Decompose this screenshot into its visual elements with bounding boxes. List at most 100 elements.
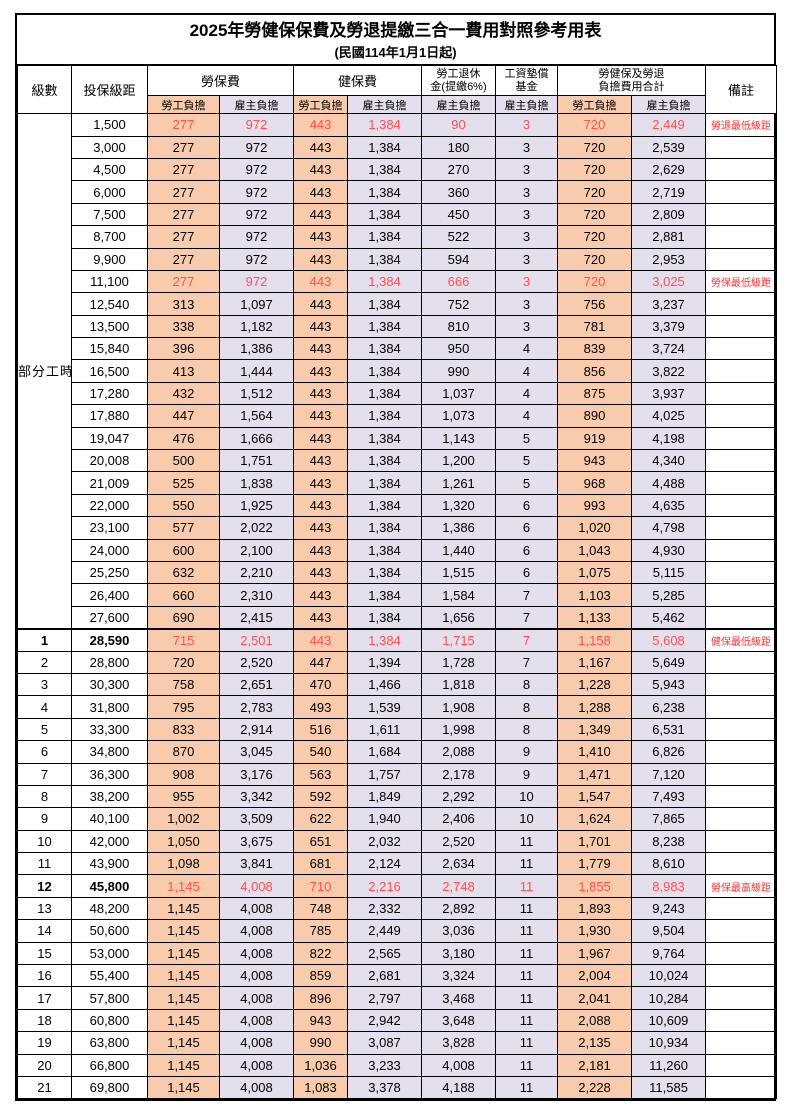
labor-insurance-employee-cell: 277 (147, 202, 220, 227)
pension-employer-cell: 752 (421, 292, 497, 316)
table-row: 19 63,800 1,145 4,008 990 3,087 3,828 11 2,135 10… (17, 1031, 778, 1055)
total-employer-cell: 7,493 (631, 784, 707, 809)
wage-fund-employer-cell: 9 (495, 740, 559, 764)
table-row: 4,500 277 972 443 1,384 270 3 720 2,629 (18, 157, 778, 182)
labor-insurance-employer-cell: 4,008 (218, 1008, 295, 1033)
labor-insurance-employee-cell: 660 (147, 583, 220, 607)
total-employee-cell: 1,855 (557, 874, 633, 898)
bracket-cell: 43,900 (71, 852, 148, 876)
table-row: 11 43,900 1,098 3,841 681 2,124 2,634 11 1,779 8,… (17, 852, 778, 876)
remark-cell (705, 784, 778, 809)
remark-cell (705, 493, 778, 518)
total-employer-cell: 6,826 (631, 740, 707, 764)
total-employer-cell: 4,198 (631, 426, 707, 451)
labor-insurance-employee-cell: 600 (147, 538, 220, 563)
total-employer-cell: 2,719 (631, 180, 707, 204)
remark-cell (705, 1031, 778, 1055)
pension-employer-cell: 1,261 (421, 471, 497, 495)
health-insurance-employer-cell: 1,539 (347, 695, 423, 719)
pension-employer-cell: 180 (421, 135, 497, 159)
table-row: 3 30,300 758 2,651 470 1,466 1,818 8 1,228 5,943 (17, 672, 778, 697)
labor-insurance-employee-cell: 413 (147, 359, 220, 383)
remark-cell (705, 807, 778, 831)
health-insurance-employer-cell: 1,384 (347, 516, 423, 540)
total-employer-cell: 5,462 (631, 605, 707, 630)
labor-insurance-employer-cell: 1,838 (218, 471, 295, 495)
level-cell: 16 (17, 964, 72, 988)
health-insurance-employee-cell: 443 (293, 516, 349, 540)
wage-fund-employer-cell: 3 (495, 180, 559, 204)
wage-fund-employer-cell: 11 (495, 874, 559, 898)
wage-fund-employer-cell: 8 (495, 695, 559, 719)
bracket-cell: 16,500 (71, 359, 148, 383)
bracket-cell: 66,800 (71, 1053, 148, 1077)
pension-header-line2: 金(提繳6%) (430, 80, 487, 93)
health-insurance-employer-cell: 1,384 (347, 269, 423, 294)
health-insurance-employer-cell: 1,384 (347, 113, 423, 137)
pension-employer-cell: 950 (421, 337, 497, 361)
labor-insurance-employee-cell: 690 (147, 605, 220, 630)
pension-employer-cell: 1,440 (421, 538, 497, 563)
title-block: 2025年勞健保保費及勞退提繳三合一費用對照參考用表 (民國114年1月1日起) (17, 15, 774, 66)
table-row: 5 33,300 833 2,914 516 1,611 1,998 8 1,349 6,531 (17, 717, 778, 742)
total-employee-cell: 1,410 (557, 740, 633, 764)
bracket-cell: 36,300 (71, 762, 148, 786)
total-employee-cell: 993 (557, 493, 633, 518)
pension-employer-cell: 1,656 (421, 605, 497, 630)
total-employee-cell: 720 (557, 247, 633, 271)
col-header-bracket: 投保級距 (71, 65, 148, 115)
total-employer-cell: 3,237 (631, 292, 707, 316)
pension-employer-cell: 2,748 (421, 874, 497, 898)
labor-insurance-employer-cell: 1,444 (218, 359, 295, 383)
remark-cell (705, 672, 778, 697)
labor-insurance-employer-cell: 972 (218, 269, 295, 294)
health-insurance-employer-cell: 2,565 (347, 941, 423, 966)
health-insurance-employer-cell: 1,384 (347, 359, 423, 383)
remark-cell (705, 919, 778, 943)
pension-employer-cell: 990 (421, 359, 497, 383)
bracket-cell: 4,500 (71, 157, 148, 182)
labor-insurance-employee-cell: 1,145 (147, 1031, 220, 1055)
wage-fund-employer-cell: 7 (495, 650, 559, 674)
total-employee-cell: 2,004 (557, 964, 633, 988)
pension-employer-cell: 2,406 (421, 807, 497, 831)
remark-cell (705, 449, 778, 473)
wage-fund-employer-cell: 4 (495, 337, 559, 361)
table-row: 3,000 277 972 443 1,384 180 3 720 2,539 (18, 135, 778, 159)
remark-cell (705, 941, 778, 966)
total-employee-cell: 2,181 (557, 1053, 633, 1077)
bracket-cell: 57,800 (71, 986, 148, 1010)
pension-employer-cell: 1,908 (421, 695, 497, 719)
labor-insurance-employer-cell: 2,415 (218, 605, 295, 630)
labor-insurance-employer-cell: 2,100 (218, 538, 295, 563)
health-insurance-employer-cell: 2,332 (347, 896, 423, 921)
wage-fund-header-line2: 基金 (515, 80, 538, 93)
table-row: 20,008 500 1,751 443 1,384 1,200 5 943 4,340 (18, 449, 778, 473)
labor-insurance-employer-cell: 972 (218, 202, 295, 227)
bracket-cell: 40,100 (71, 807, 148, 831)
health-insurance-employer-cell: 1,384 (347, 135, 423, 159)
wage-fund-employer-cell: 4 (495, 381, 559, 406)
table-row: 24,000 600 2,100 443 1,384 1,440 6 1,043 4,930 (18, 538, 778, 563)
total-employee-cell: 720 (557, 180, 633, 204)
total-employee-cell: 720 (557, 157, 633, 182)
wage-fund-employer-cell: 11 (495, 1031, 559, 1055)
remark-cell (705, 852, 778, 876)
bracket-cell: 11,100 (71, 269, 148, 294)
col-header-level: 級數 (17, 65, 72, 115)
table-row: 7 36,300 908 3,176 563 1,757 2,178 9 1,471 7,120 (17, 762, 778, 786)
subheader-total-employee: 勞工負擔 (557, 95, 633, 115)
labor-insurance-employer-cell: 3,509 (218, 807, 295, 831)
total-employer-cell: 3,025 (631, 269, 707, 294)
total-employee-cell: 1,349 (557, 717, 633, 742)
pension-employer-cell: 3,324 (421, 964, 497, 988)
labor-insurance-employee-cell: 758 (147, 672, 220, 697)
remark-cell (705, 471, 778, 495)
total-header-line1: 勞健保及勞退 (598, 67, 665, 80)
table-row: 16,500 413 1,444 443 1,384 990 4 856 3,822 (18, 359, 778, 383)
pension-employer-cell: 522 (421, 225, 497, 249)
pension-employer-cell: 90 (421, 113, 497, 137)
health-insurance-employer-cell: 1,384 (347, 449, 423, 473)
remark-cell (705, 135, 778, 159)
labor-insurance-employee-cell: 277 (147, 180, 220, 204)
